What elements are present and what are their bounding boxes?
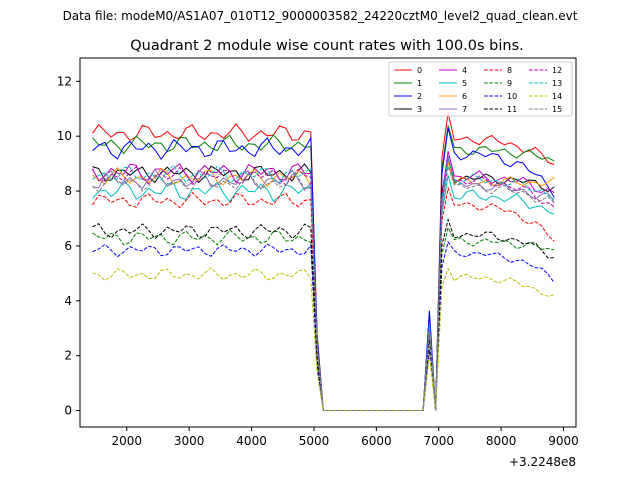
legend-label-10: 10 — [507, 92, 517, 101]
legend-box — [388, 61, 573, 117]
legend-label-6: 6 — [462, 92, 467, 101]
y-tick-label: 6 — [64, 239, 72, 253]
legend-label-11: 11 — [507, 105, 517, 114]
y-tick-label: 0 — [64, 404, 72, 418]
legend-label-7: 7 — [462, 105, 467, 114]
plot-area — [92, 112, 555, 411]
legend-label-2: 2 — [417, 92, 422, 101]
y-tick-label: 2 — [64, 349, 72, 363]
x-tick-label: 3000 — [174, 434, 205, 448]
x-offset-label: +3.2248e8 — [509, 455, 576, 469]
y-axis: 0 2 4 6 8 10 12 — [57, 74, 80, 418]
chart-title: Quadrant 2 module wise count rates with … — [130, 38, 524, 54]
x-tick-label: 5000 — [299, 434, 330, 448]
series-line-14 — [92, 267, 555, 411]
series-line-15 — [92, 166, 555, 411]
legend-label-4: 4 — [462, 66, 467, 75]
legend-label-12: 12 — [552, 66, 562, 75]
x-axis: 2000 3000 4000 5000 6000 7000 8000 9000 — [112, 427, 579, 448]
y-tick-label: 10 — [57, 129, 72, 143]
series-line-13 — [92, 156, 555, 411]
x-tick-label: 8000 — [486, 434, 517, 448]
legend-label-15: 15 — [552, 105, 562, 114]
x-tick-label: 7000 — [423, 434, 454, 448]
legend-label-3: 3 — [417, 105, 422, 114]
legend-label-0: 0 — [417, 66, 422, 75]
y-tick-label: 8 — [64, 184, 72, 198]
y-tick-label: 4 — [64, 294, 72, 308]
legend-label-14: 14 — [552, 92, 562, 101]
legend-label-8: 8 — [507, 66, 512, 75]
x-tick-label: 6000 — [361, 434, 392, 448]
x-tick-label: 2000 — [112, 434, 143, 448]
data-file-suptitle: Data file: modeM0/AS1A07_010T12_90000035… — [63, 9, 578, 23]
legend-label-13: 13 — [552, 79, 562, 88]
legend-label-9: 9 — [507, 79, 512, 88]
legend-label-5: 5 — [462, 79, 467, 88]
x-tick-label: 4000 — [236, 434, 267, 448]
legend-label-1: 1 — [417, 79, 422, 88]
y-tick-label: 12 — [57, 74, 72, 88]
x-tick-label: 9000 — [548, 434, 579, 448]
axes-frame — [79, 57, 577, 428]
